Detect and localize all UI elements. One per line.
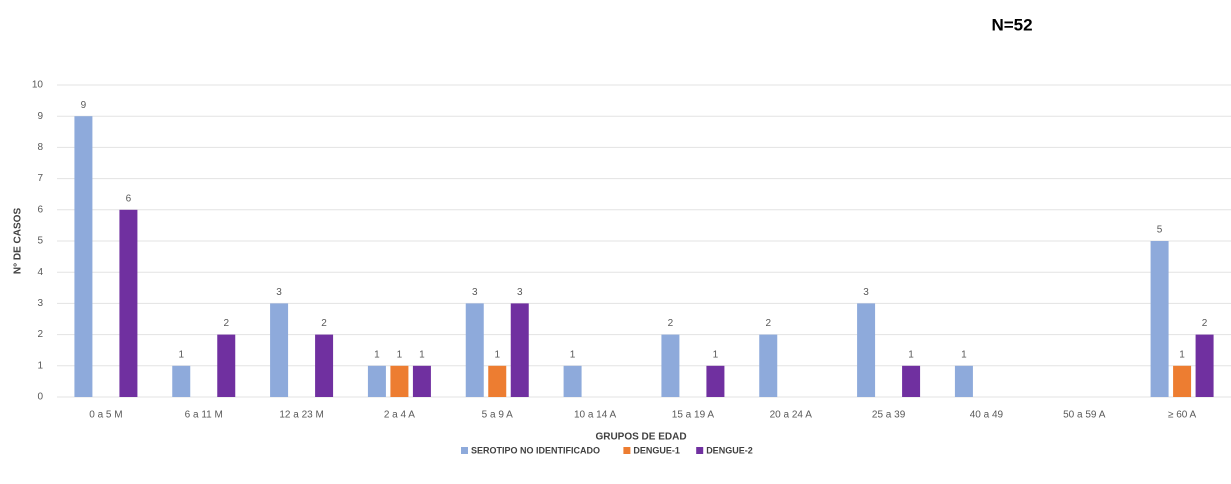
y-tick-label: 4 [37,267,43,278]
data-label: 5 [1157,225,1163,236]
bar [661,334,680,397]
data-label: 1 [1179,349,1185,360]
y-tick-label: 0 [37,392,43,403]
bar [488,365,507,397]
data-label: 3 [517,287,523,298]
bar [74,116,93,397]
bar [172,365,191,397]
bar [119,209,138,397]
data-label: 2 [321,318,327,329]
x-tick-label: 15 a 19 A [672,410,715,421]
bar [367,365,386,397]
x-tick-label: 5 a 9 A [482,410,513,421]
y-tick-label: 8 [37,142,43,153]
bar [315,334,334,397]
x-tick-label: 50 a 59 A [1063,410,1106,421]
data-label: 2 [668,318,674,329]
data-label: 3 [276,287,282,298]
bar [270,303,289,397]
data-label: 3 [863,287,869,298]
bar [510,303,529,397]
legend-label: DENGUE-1 [633,445,680,455]
bar [857,303,876,397]
data-label: 3 [472,287,478,298]
x-tick-label: 10 a 14 A [574,410,617,421]
bar [954,365,973,397]
y-tick-label: 3 [37,298,43,309]
annotation: N=52 [991,15,1032,34]
data-label: 9 [81,100,87,111]
y-tick-label: 1 [37,360,43,371]
data-label: 2 [223,318,229,329]
y-tick-label: 7 [37,173,43,184]
x-axis-label: GRUPOS DE EDAD [595,432,686,443]
y-tick-label: 2 [37,329,43,340]
bar [1195,334,1214,397]
x-tick-label: 12 a 23 M [279,410,323,421]
bar [465,303,484,397]
data-label: 1 [494,349,500,360]
x-tick-label: 2 a 4 A [384,410,415,421]
bar [563,365,582,397]
bar [1173,365,1192,397]
legend-swatch [696,447,704,454]
x-tick-label: 20 a 24 A [770,410,813,421]
x-tick-label: 0 a 5 M [89,410,122,421]
bar [759,334,778,397]
legend-swatch [623,447,631,454]
bar [902,365,921,397]
data-label: 6 [126,193,132,204]
y-tick-label: 10 [32,80,44,91]
y-tick-label: 9 [37,111,43,122]
data-label: 1 [374,349,380,360]
data-label: 1 [961,349,967,360]
y-axis-label: N° DE CASOS [13,208,24,275]
y-tick-label: 6 [37,204,43,215]
data-label: 1 [419,349,425,360]
data-label: 2 [765,318,771,329]
data-label: 1 [178,349,184,360]
bar [706,365,725,397]
data-label: 1 [713,349,719,360]
x-tick-label: ≥ 60 A [1168,410,1197,421]
bar [390,365,409,397]
x-tick-label: 40 a 49 [970,410,1004,421]
data-label: 1 [397,349,403,360]
legend-swatch [461,447,468,454]
y-tick-label: 5 [37,236,43,247]
bar [412,365,431,397]
legend-label: SEROTIPO NO IDENTIFICADO [471,445,600,455]
bar [1150,241,1169,397]
bar [217,334,236,397]
data-label: 1 [570,349,576,360]
x-tick-label: 6 a 11 M [185,410,223,421]
legend: SEROTIPO NO IDENTIFICADO DENGUE-1 DENGUE-2 [461,445,753,455]
x-tick-label: 25 a 39 [872,410,906,421]
data-label: 2 [1202,318,1208,329]
legend-label: DENGUE-2 [706,445,753,455]
data-label: 1 [908,349,914,360]
